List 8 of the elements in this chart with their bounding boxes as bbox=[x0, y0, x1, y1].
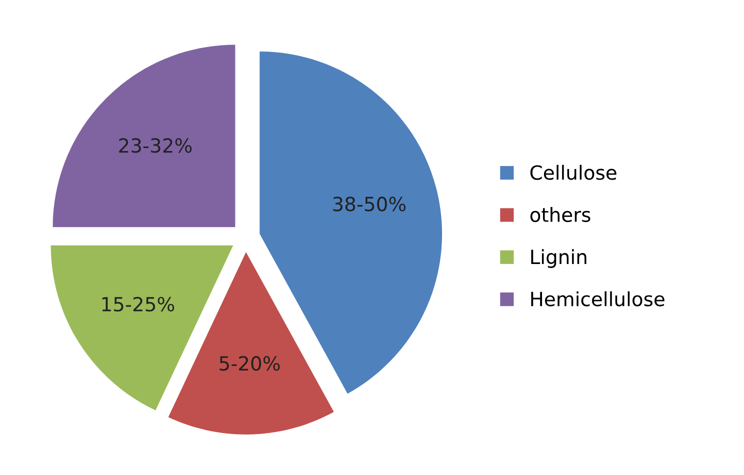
text: 23-32% bbox=[119, 138, 192, 153]
legend-label: Cellulose bbox=[530, 164, 616, 180]
legend-label: Hemicellulose bbox=[531, 291, 664, 306]
legend-label: Lignin bbox=[531, 249, 586, 268]
text: 38-50% bbox=[333, 196, 406, 212]
text: 5-20% bbox=[220, 356, 280, 371]
text: 15-25% bbox=[102, 296, 174, 312]
legend-label: others bbox=[530, 207, 590, 222]
